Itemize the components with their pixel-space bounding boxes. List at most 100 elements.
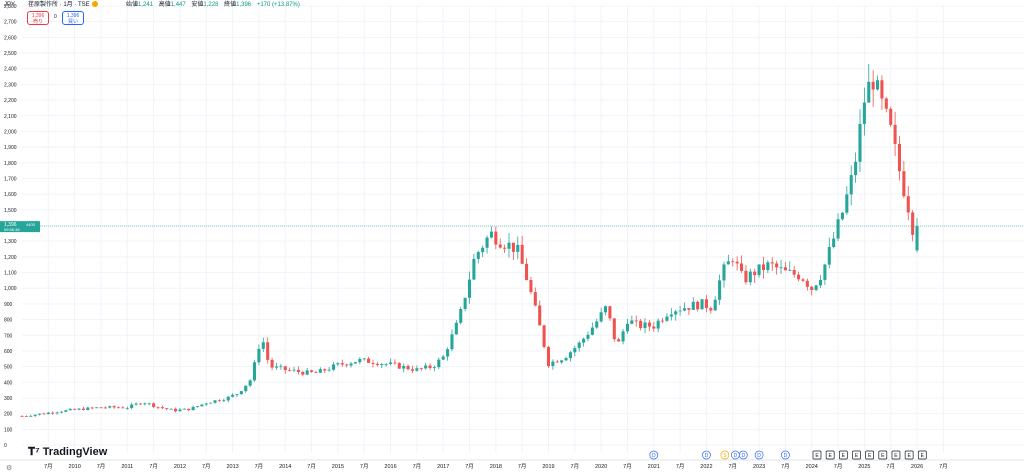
- candle-body: [231, 394, 235, 397]
- y-tick-label: 400: [4, 380, 13, 386]
- y-tick-label: 2,300: [4, 82, 17, 88]
- candle-body: [226, 396, 230, 401]
- spread-value: 0: [54, 14, 57, 20]
- candle-body: [327, 369, 331, 371]
- event-marker-e: E: [812, 450, 822, 460]
- x-tick-label: 7月: [886, 463, 895, 470]
- candle-body: [99, 407, 103, 409]
- candle-body: [432, 367, 436, 369]
- candle-body: [810, 286, 814, 290]
- tradingview-logo[interactable]: 𝐓⁷ TradingView: [28, 446, 108, 458]
- x-tick-label: 2023: [753, 464, 765, 470]
- x-tick-label: 2020: [595, 464, 607, 470]
- candle-body: [384, 363, 388, 365]
- candle-body: [274, 366, 279, 368]
- event-marker-d: D: [731, 450, 740, 460]
- event-marker-d: D: [754, 450, 764, 460]
- candle-body: [902, 171, 906, 197]
- candle-body: [38, 413, 42, 415]
- y-tick-label: 2,100: [4, 114, 17, 120]
- candle-body: [318, 369, 322, 373]
- candle-body: [546, 346, 551, 367]
- candle-body: [511, 242, 515, 252]
- symbol-name: 荏原製作所 · 1月 · TSE: [28, 2, 90, 8]
- x-tick-label: 7月: [413, 463, 422, 470]
- candle-body: [489, 231, 493, 238]
- candle-body: [428, 365, 432, 369]
- x-tick-label: 7月: [97, 463, 106, 470]
- candle-body: [854, 161, 858, 176]
- candle-body: [832, 238, 836, 248]
- candle-body: [586, 334, 590, 339]
- x-tick-label: 2011: [121, 464, 133, 470]
- x-tick-label: 7月: [465, 463, 474, 470]
- candle-body: [783, 267, 787, 271]
- candle-body: [182, 408, 186, 410]
- candle-body: [130, 404, 134, 408]
- candle-body: [380, 364, 384, 366]
- candle-body: [77, 408, 81, 410]
- svg-text:E: E: [815, 453, 819, 459]
- candle-body: [704, 299, 708, 309]
- candle-body: [871, 81, 875, 90]
- candle-body: [222, 400, 226, 402]
- candle-body: [577, 342, 581, 349]
- candle-body: [757, 264, 761, 276]
- candle-body: [818, 279, 823, 286]
- price-tag: [0, 221, 40, 233]
- sell-button[interactable]: 1,396 売り: [27, 11, 49, 25]
- svg-text:D: D: [705, 453, 709, 459]
- candle-body: [441, 356, 445, 360]
- candle-body: [652, 326, 656, 329]
- candle-body: [410, 369, 415, 371]
- y-tick-label: 700: [4, 333, 13, 339]
- svg-text:E: E: [894, 453, 898, 459]
- settings-gear-icon[interactable]: ⚙: [6, 465, 13, 472]
- candle-body: [700, 299, 704, 310]
- event-marker-s: S: [720, 450, 730, 460]
- y-tick-label: 1,600: [4, 192, 17, 198]
- candle-body: [621, 331, 625, 342]
- candle-body: [419, 368, 423, 370]
- event-marker-d: D: [702, 450, 711, 460]
- buy-button[interactable]: 1,396 買い: [62, 11, 84, 25]
- candle-body: [538, 305, 542, 326]
- y-tick-label: 1,500: [4, 208, 17, 214]
- candle-body: [687, 308, 691, 310]
- symbol-title[interactable]: 荏原製作所 · 1月 · TSE: [28, 0, 100, 10]
- candle-body: [235, 394, 239, 395]
- candle-body: [893, 124, 897, 144]
- candle-body: [90, 407, 94, 409]
- candle-body: [213, 400, 217, 403]
- buy-label: 買い: [67, 19, 78, 25]
- svg-text:E: E: [907, 453, 911, 459]
- x-tick-label: 2024: [806, 464, 818, 470]
- candle-body: [827, 247, 831, 265]
- y-tick-label: 600: [4, 349, 13, 355]
- x-tick-label: 7月: [834, 463, 843, 470]
- candle-body: [169, 408, 173, 410]
- candle-body: [476, 252, 480, 259]
- candle-body: [86, 407, 90, 411]
- candle-body: [735, 261, 739, 264]
- candle-body: [160, 407, 164, 409]
- candle-body: [103, 407, 107, 409]
- candle-body: [801, 279, 805, 281]
- x-tick-label: 7月: [360, 463, 369, 470]
- candle-body: [81, 408, 85, 411]
- candle-body: [20, 415, 24, 417]
- candle-body: [634, 320, 638, 322]
- candle-body: [248, 380, 252, 386]
- candle-body: [612, 318, 616, 340]
- candle-body: [266, 342, 270, 360]
- svg-text:E: E: [868, 453, 872, 459]
- candle-body: [599, 312, 603, 322]
- x-tick-label: 2013: [226, 464, 238, 470]
- candle-body: [55, 412, 59, 414]
- y-tick-label: 2,000: [4, 129, 17, 135]
- candle-body: [617, 339, 621, 342]
- candle-body: [858, 123, 862, 162]
- candle-body: [375, 363, 379, 366]
- candle-body: [116, 407, 121, 409]
